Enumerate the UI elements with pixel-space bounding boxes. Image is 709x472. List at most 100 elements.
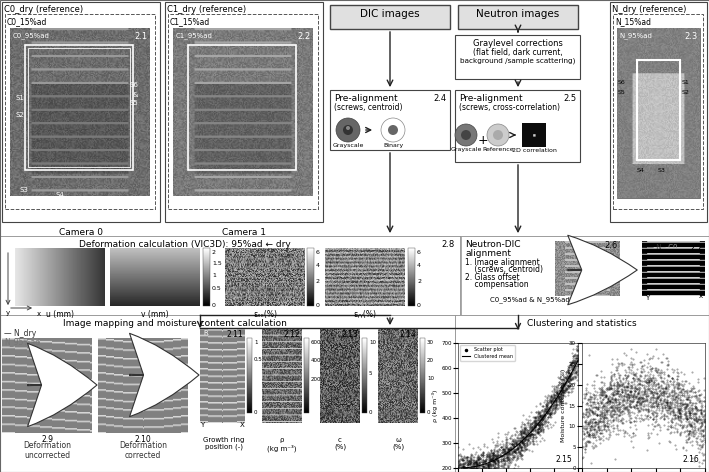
Point — [681, 426, 693, 434]
Point — [625, 358, 636, 365]
Text: 2.10: 2.10 — [135, 435, 152, 444]
Point — [671, 402, 683, 410]
Point — [606, 376, 618, 384]
Point — [687, 384, 698, 392]
Point — [635, 394, 647, 401]
Text: N_95%ad: N_95%ad — [619, 32, 652, 39]
Point — [511, 451, 523, 459]
Point — [669, 411, 680, 419]
Point — [585, 418, 596, 426]
Point — [666, 392, 678, 399]
Point — [564, 369, 575, 377]
Point — [645, 388, 657, 395]
Point — [530, 420, 542, 428]
Point — [666, 403, 677, 411]
Point — [590, 420, 601, 428]
Bar — [168, 14, 318, 209]
Point — [584, 395, 596, 403]
Point — [679, 404, 691, 411]
Point — [506, 440, 518, 448]
Point — [607, 406, 618, 414]
Point — [633, 386, 644, 394]
Point — [644, 354, 656, 362]
Point — [479, 468, 491, 472]
Point — [617, 380, 628, 388]
Point — [564, 374, 575, 381]
Point — [637, 405, 649, 413]
Point — [503, 456, 514, 464]
Point — [696, 426, 707, 433]
Point — [459, 459, 471, 466]
Point — [571, 357, 582, 364]
Point — [477, 465, 489, 472]
Point — [601, 398, 613, 406]
Point — [625, 370, 637, 377]
Point — [538, 418, 549, 425]
Point — [545, 410, 556, 417]
Point — [479, 463, 490, 471]
Point — [558, 392, 569, 400]
Point — [615, 416, 627, 423]
Point — [554, 378, 565, 386]
Point — [517, 438, 528, 445]
Point — [595, 394, 606, 402]
Point — [632, 389, 644, 397]
Point — [476, 468, 488, 472]
Point — [659, 403, 670, 411]
Point — [518, 438, 530, 445]
Point — [673, 406, 684, 413]
Point — [608, 410, 619, 418]
Point — [651, 387, 662, 395]
Point — [645, 395, 657, 403]
Point — [506, 439, 517, 447]
Point — [683, 388, 695, 395]
Point — [496, 459, 508, 466]
Point — [504, 445, 515, 453]
Point — [682, 407, 693, 414]
Point — [684, 413, 696, 421]
Point — [622, 402, 633, 410]
Point — [501, 448, 512, 455]
Point — [532, 429, 544, 437]
Point — [484, 460, 495, 468]
Point — [483, 457, 494, 464]
Point — [653, 382, 664, 390]
Point — [605, 384, 617, 391]
Point — [498, 456, 510, 464]
Point — [603, 401, 615, 408]
Point — [516, 420, 527, 428]
Point — [548, 399, 559, 407]
Point — [532, 414, 544, 422]
Text: 2.5: 2.5 — [564, 94, 577, 103]
Point — [464, 467, 476, 472]
Point — [488, 457, 499, 464]
Point — [603, 406, 615, 414]
Point — [519, 425, 530, 433]
Point — [668, 377, 679, 385]
Point — [579, 439, 591, 447]
Point — [549, 418, 561, 426]
Point — [586, 407, 598, 414]
Point — [581, 399, 593, 407]
Point — [463, 468, 474, 472]
Point — [502, 445, 513, 453]
Point — [627, 363, 638, 371]
Point — [588, 395, 600, 402]
Point — [522, 436, 533, 444]
Point — [631, 401, 642, 409]
Point — [686, 428, 698, 436]
Point — [626, 381, 637, 388]
Point — [457, 464, 469, 472]
Point — [560, 374, 571, 382]
Point — [479, 458, 491, 465]
Point — [597, 427, 608, 434]
Point — [543, 406, 554, 413]
Point — [592, 424, 603, 431]
Point — [571, 364, 583, 371]
Point — [581, 440, 592, 448]
Point — [539, 413, 550, 421]
Point — [506, 455, 517, 463]
Point — [693, 448, 705, 455]
Point — [636, 415, 647, 423]
Point — [612, 416, 623, 423]
